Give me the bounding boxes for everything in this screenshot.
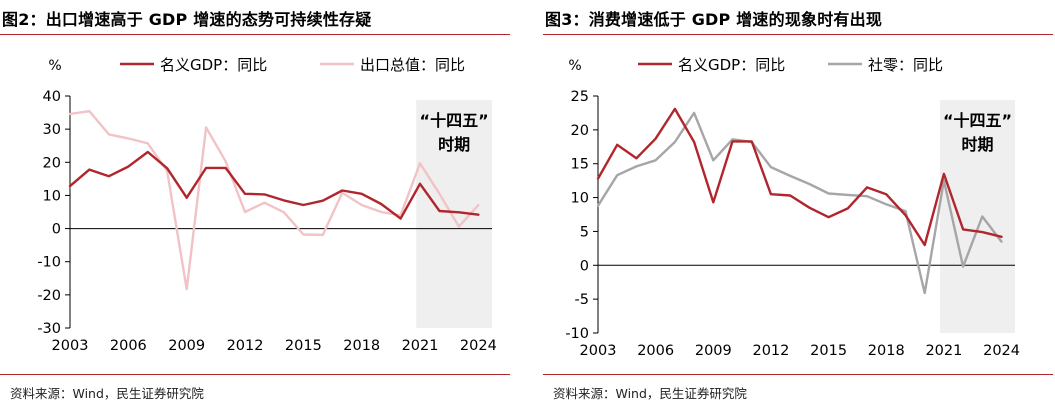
legend-label: 名义GDP：同比 [678,56,785,74]
x-tick-label: 2015 [285,338,322,354]
y-tick-label: 10 [43,188,61,204]
x-tick-label: 2018 [868,343,905,359]
line-chart-exports-vs-gdp: 40 30 20 10 0 -10 -20 -30% 2003 2006 2009 2012 2015 2… [37,56,497,354]
period-annotation: “十四五” [943,111,1012,130]
chart-title: 图3：消费增速低于 GDP 增速的现象时有出现 [545,10,883,29]
y-tick-label: 0 [580,258,589,274]
period-annotation: 时期 [962,135,994,154]
title-rule [543,34,1053,35]
x-tick-label: 2018 [343,338,380,354]
legend-label: 出口总值：同比 [360,56,465,74]
x-tick-label: 2009 [695,343,732,359]
series-line [68,109,480,291]
y-tick-label: 15 [571,157,589,173]
source-note: 资料来源：Wind，民生证券研究院 [553,386,747,401]
y-tick-label: 30 [43,122,61,138]
y-tick-label: 20 [43,155,61,171]
x-tick-label: 2015 [810,343,847,359]
period-annotation: 时期 [438,135,470,154]
x-tick-label: 2012 [752,343,789,359]
x-tick-label: 2009 [168,338,205,354]
x-tick-label: 2024 [983,343,1020,359]
title-rule [0,34,510,35]
chart-panel-right: 图3：消费增速低于 GDP 增速的现象时有出现 25 20 15 10 5 0 -5 -10%… [543,0,1053,413]
x-tick-label: 2003 [580,343,617,359]
legend-label: 社零：同比 [868,56,943,74]
series-line [68,150,480,220]
legend-label: 名义GDP：同比 [160,56,267,74]
y-tick-label: -30 [37,321,61,337]
series-line [596,111,1003,295]
period-annotation: “十四五” [420,111,489,130]
chart-panel-left: 图2：出口增速高于 GDP 增速的态势可持续性存疑 40 30 20 10 0 -10 -2… [0,0,510,413]
y-tick-label: -10 [565,326,589,342]
x-tick-label: 2003 [52,338,89,354]
x-tick-label: 2021 [925,343,962,359]
x-tick-label: 2012 [227,338,264,354]
y-tick-label: 0 [52,222,61,238]
source-rule [543,374,1053,375]
y-unit-label: % [568,58,581,74]
y-tick-label: 5 [580,224,589,240]
y-tick-label: -5 [575,292,589,308]
x-tick-label: 2024 [460,338,497,354]
y-unit-label: % [48,58,61,74]
source-note: 资料来源：Wind，民生证券研究院 [10,386,204,401]
x-tick-label: 2021 [402,338,439,354]
x-tick-label: 2006 [637,343,674,359]
y-tick-label: 25 [571,89,589,105]
y-tick-label: -10 [37,255,61,271]
y-tick-label: 40 [43,89,61,105]
series-line [596,107,1003,247]
source-rule [0,374,510,375]
y-tick-label: 10 [571,191,589,207]
y-tick-label: 20 [571,123,589,139]
x-tick-label: 2006 [110,338,147,354]
y-tick-label: -20 [37,288,61,304]
chart-title: 图2：出口增速高于 GDP 增速的态势可持续性存疑 [2,10,372,29]
